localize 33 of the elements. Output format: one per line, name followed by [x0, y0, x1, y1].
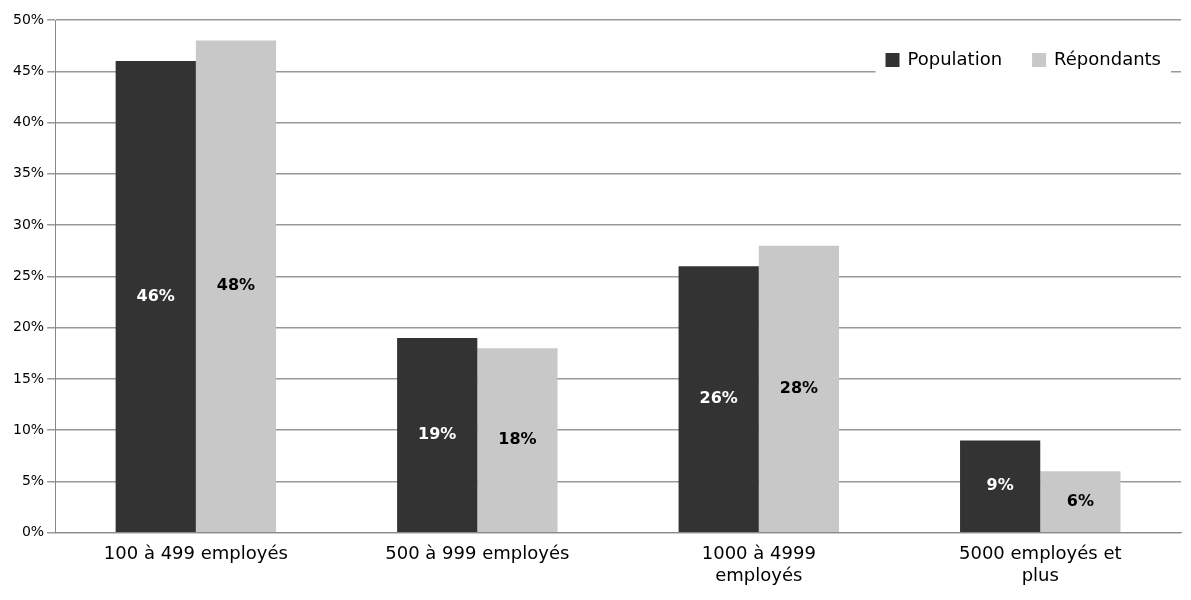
data-label: 26% — [699, 388, 738, 408]
y-tick-label: 35% — [12, 164, 45, 181]
y-tick-label: 15% — [12, 369, 45, 386]
data-label: 18% — [498, 429, 537, 449]
x-tick-label: 1000 à 4999 employés — [701, 542, 816, 585]
y-tick-label: 25% — [12, 267, 45, 284]
x-tick-label: 5000 employés et plus — [958, 542, 1122, 585]
bar — [960, 440, 1041, 533]
bar — [115, 61, 196, 533]
legend-label: Répondants — [1054, 47, 1161, 69]
y-tick-label: 40% — [12, 113, 45, 130]
bar — [477, 348, 558, 533]
bar — [195, 40, 277, 533]
y-tick-label: 5% — [21, 472, 45, 489]
legend-label: Population — [907, 47, 1003, 69]
data-label: 6% — [1066, 490, 1094, 510]
data-label: 28% — [779, 378, 819, 397]
x-tick-label: 500 à 999 employés — [385, 542, 570, 564]
x-tick-label: 100 à 499 employés — [103, 542, 288, 564]
y-tick-label: 20% — [12, 318, 45, 335]
y-tick-label: 45% — [12, 61, 45, 78]
y-tick-label: 0% — [21, 523, 45, 540]
y-tick-label: 50% — [12, 10, 45, 27]
data-label: 46% — [136, 285, 175, 305]
y-tick-label: 30% — [12, 215, 45, 232]
bar — [1040, 471, 1121, 533]
y-tick-label: 10% — [12, 420, 45, 437]
bar — [758, 245, 840, 533]
data-label: 9% — [986, 475, 1014, 495]
bar — [678, 266, 759, 533]
data-label: 19% — [418, 424, 457, 444]
bar — [397, 337, 478, 533]
data-label: 48% — [216, 275, 256, 295]
